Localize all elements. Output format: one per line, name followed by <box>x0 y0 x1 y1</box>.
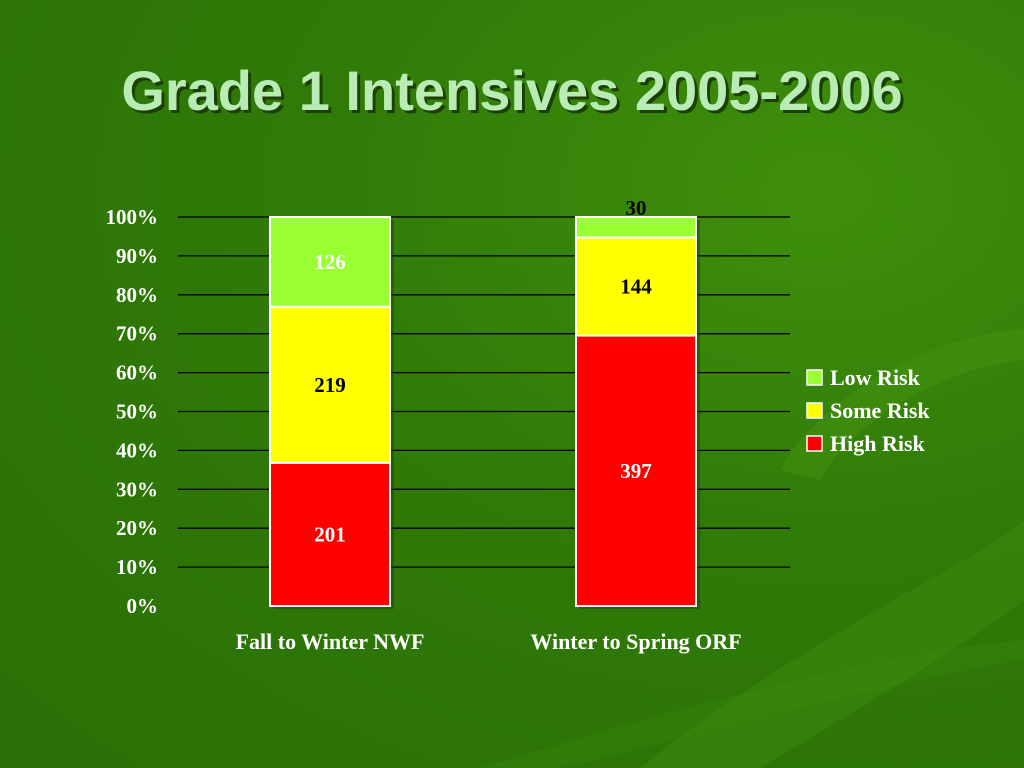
bar-segment-low-risk <box>269 216 391 308</box>
bar-segment-high-risk <box>269 461 391 607</box>
y-tick-label: 50% <box>116 400 158 424</box>
y-tick-label: 20% <box>116 516 158 540</box>
data-label: 201 <box>314 522 346 546</box>
y-tick-label: 70% <box>116 322 158 346</box>
data-label: 126 <box>314 250 346 274</box>
legend-label: Low Risk <box>830 365 921 390</box>
y-tick-label: 100% <box>106 205 159 229</box>
y-tick-label: 10% <box>116 555 158 579</box>
bar-segment-some-risk <box>269 305 391 464</box>
bar-segment-low-risk <box>575 216 697 239</box>
y-tick-label: 60% <box>116 361 158 385</box>
y-tick-label: 80% <box>116 283 158 307</box>
legend-swatch <box>806 369 823 386</box>
y-tick-label: 40% <box>116 438 158 462</box>
slide-title: Grade 1 Intensives 2005-2006 <box>121 59 903 122</box>
data-label: 397 <box>620 459 652 483</box>
legend-label: Some Risk <box>830 398 930 423</box>
data-label: 219 <box>314 373 346 397</box>
x-category-label: Winter to Spring ORF <box>530 629 741 654</box>
y-tick-label: 90% <box>116 244 158 268</box>
legend-swatch <box>806 435 823 452</box>
x-category-label: Fall to Winter NWF <box>236 629 425 654</box>
data-label: 30 <box>626 196 647 220</box>
legend-swatch <box>806 402 823 419</box>
data-label: 144 <box>620 274 652 298</box>
y-tick-label: 0% <box>127 594 159 618</box>
bar-segment-some-risk <box>575 236 697 337</box>
legend-label: High Risk <box>830 431 926 456</box>
bar-segment-high-risk <box>575 334 697 607</box>
y-tick-label: 30% <box>116 477 158 501</box>
